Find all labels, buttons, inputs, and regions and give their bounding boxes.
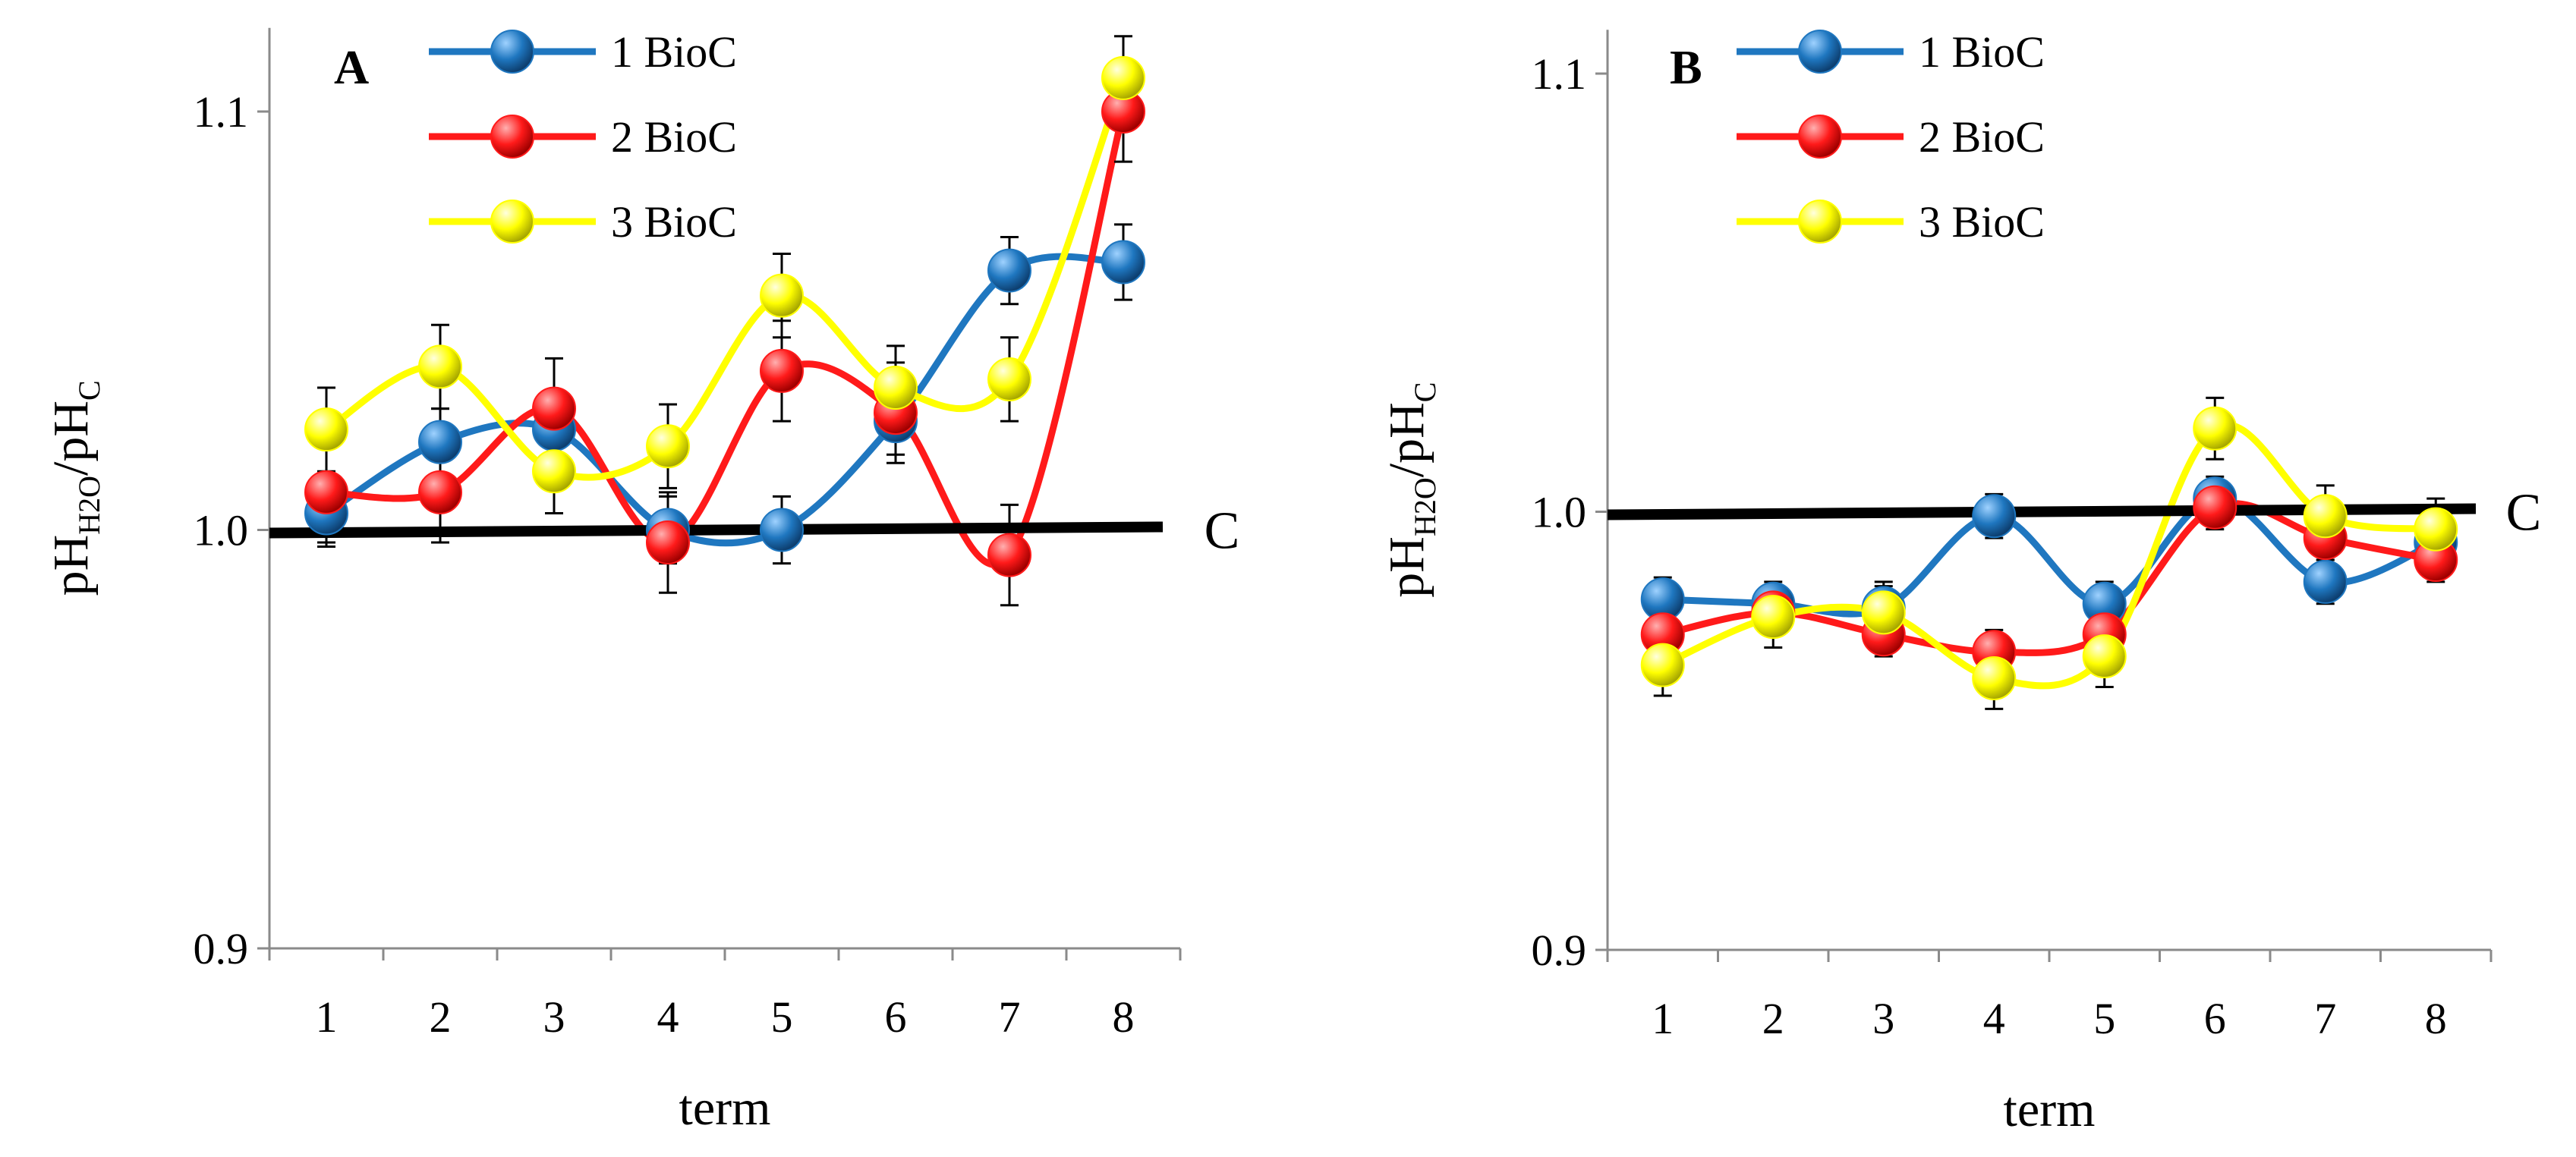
legend-label-2-bioc: 2 BioC	[1919, 112, 2045, 162]
data-point-2-bioc	[987, 533, 1031, 577]
data-point-3-bioc	[1972, 656, 2017, 700]
x-axis-title: term	[679, 1080, 771, 1136]
legend-marker-2-bioc	[490, 115, 534, 159]
x-tick-label: 4	[1983, 994, 2005, 1043]
legend-marker-1-bioc	[1798, 30, 1842, 74]
legend-label-1-bioc: 1 BioC	[611, 27, 737, 77]
y-axis-title-subscript: C	[1408, 382, 1442, 403]
panel-letter: A	[334, 40, 369, 94]
x-tick-label: 4	[657, 992, 679, 1042]
data-point-3-bioc	[760, 273, 804, 318]
data-point-3-bioc	[2303, 494, 2348, 539]
data-point-1-bioc	[1972, 494, 2017, 539]
data-point-1-bioc	[987, 248, 1031, 293]
x-tick-label: 7	[2314, 994, 2336, 1043]
x-tick-label: 2	[1762, 994, 1784, 1043]
y-tick-label: 0.9	[1532, 926, 1587, 975]
data-point-3-bioc	[646, 424, 690, 469]
data-point-3-bioc	[304, 407, 348, 452]
y-axis-title-subscript: H2O	[72, 476, 106, 535]
x-tick-label: 5	[771, 992, 793, 1042]
x-tick-label: 5	[2093, 994, 2115, 1043]
data-point-3-bioc	[2414, 507, 2458, 552]
y-tick-label: 1.0	[1532, 488, 1587, 537]
data-point-1-bioc	[760, 508, 804, 552]
data-point-2-bioc	[646, 520, 690, 565]
x-tick-label: 8	[1113, 992, 1135, 1042]
data-point-3-bioc	[532, 449, 576, 494]
data-point-2-bioc	[760, 348, 804, 393]
data-point-2-bioc	[2193, 485, 2237, 530]
y-tick-label: 0.9	[194, 924, 249, 973]
x-tick-label: 8	[2425, 994, 2447, 1043]
panel-letter: B	[1670, 40, 1702, 94]
data-point-3-bioc	[2082, 634, 2127, 679]
x-tick-label: 3	[543, 992, 565, 1042]
control-line-label: C	[2506, 484, 2542, 542]
y-axis-title: pHH2O/pHC	[43, 380, 106, 596]
y-axis-title-slash: /	[1379, 463, 1434, 477]
y-tick-label: 1.1	[194, 87, 249, 137]
x-tick-label: 3	[1872, 994, 1894, 1043]
data-point-2-bioc	[304, 470, 348, 514]
data-point-3-bioc	[874, 365, 918, 410]
x-tick-label: 1	[316, 992, 338, 1042]
legend-marker-2-bioc	[1798, 115, 1842, 159]
legend-marker-3-bioc	[1798, 200, 1842, 244]
y-axis-title-base: pH	[43, 535, 99, 596]
x-tick-label: 7	[999, 992, 1021, 1042]
data-point-3-bioc	[418, 344, 462, 389]
data-point-3-bioc	[1640, 643, 1685, 687]
data-point-3-bioc	[1861, 590, 1906, 635]
y-tick-label: 1.1	[1532, 49, 1587, 99]
control-line-label: C	[1205, 502, 1240, 561]
legend-label-2-bioc: 2 BioC	[611, 112, 737, 162]
data-point-1-bioc	[418, 420, 462, 464]
y-tick-label: 1.0	[194, 506, 249, 555]
data-point-3-bioc	[1751, 595, 1796, 640]
x-axis-title: term	[2004, 1082, 2096, 1137]
y-axis-title-base: pH	[1379, 536, 1434, 598]
y-axis-title: pHH2O/pHC	[1379, 382, 1442, 598]
x-tick-label: 1	[1652, 994, 1674, 1043]
y-axis-title-subscript: H2O	[1408, 477, 1442, 536]
x-tick-label: 6	[2204, 994, 2226, 1043]
series-line-1-bioc	[1659, 495, 2439, 618]
data-point-1-bioc	[1101, 240, 1145, 285]
data-point-2-bioc	[532, 386, 576, 431]
y-axis-title-subscript: C	[72, 380, 106, 401]
control-line	[269, 521, 1164, 539]
series-line-3-bioc	[1659, 421, 2439, 690]
data-point-3-bioc	[1101, 55, 1145, 100]
legend-label-1-bioc: 1 BioC	[1919, 27, 2045, 77]
x-tick-label: 2	[430, 992, 452, 1042]
data-point-1-bioc	[2303, 559, 2348, 604]
legend-marker-3-bioc	[490, 200, 534, 244]
y-axis-title-base: pH	[1379, 402, 1434, 464]
legend-marker-1-bioc	[490, 30, 534, 74]
x-tick-label: 6	[885, 992, 907, 1042]
y-axis-title-slash: /	[43, 461, 99, 476]
data-point-3-bioc	[2193, 406, 2237, 451]
legend-label-3-bioc: 3 BioC	[611, 197, 737, 247]
legend-label-3-bioc: 3 BioC	[1919, 197, 2045, 247]
data-point-2-bioc	[418, 470, 462, 514]
data-point-3-bioc	[987, 357, 1031, 401]
y-axis-title-base: pH	[43, 401, 99, 462]
